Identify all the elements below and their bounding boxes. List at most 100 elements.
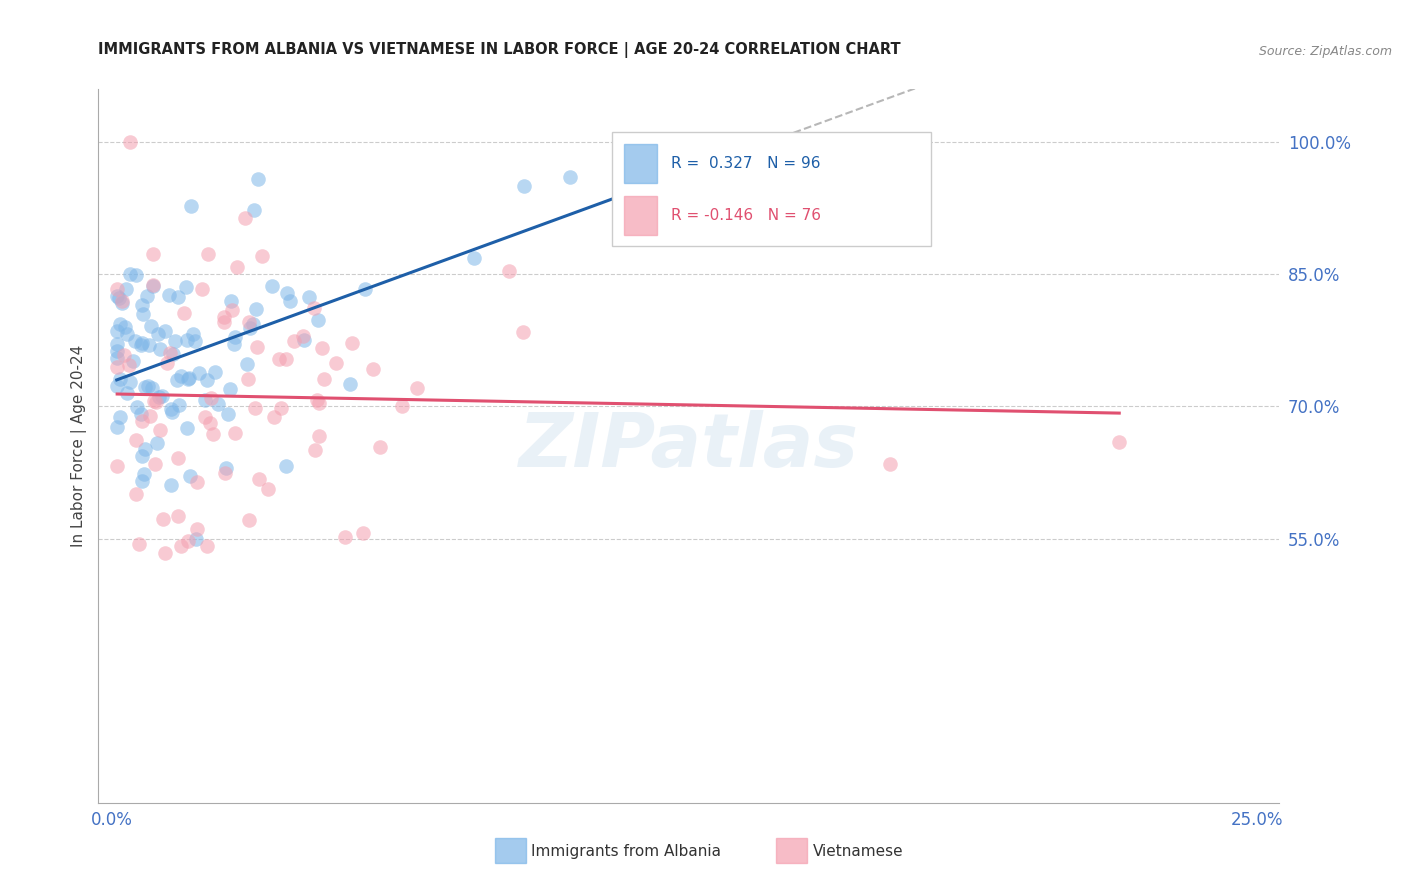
Point bbox=[174, 280, 197, 294]
Point bbox=[125, 268, 148, 282]
Point bbox=[243, 401, 266, 416]
Point bbox=[181, 326, 204, 341]
Point bbox=[115, 385, 138, 400]
Point bbox=[156, 356, 179, 370]
Point bbox=[200, 416, 222, 430]
Text: Immigrants from Albania: Immigrants from Albania bbox=[531, 845, 721, 859]
Point bbox=[136, 379, 159, 393]
Point bbox=[148, 423, 170, 437]
Point bbox=[197, 247, 219, 261]
Point bbox=[176, 334, 198, 348]
Point bbox=[120, 267, 142, 281]
Point bbox=[200, 392, 222, 406]
Point bbox=[108, 410, 131, 425]
Point bbox=[179, 468, 201, 483]
Point bbox=[558, 170, 581, 185]
Point bbox=[233, 211, 256, 226]
Point bbox=[132, 467, 155, 481]
Point bbox=[249, 472, 271, 486]
Point bbox=[139, 319, 162, 334]
Point bbox=[105, 337, 128, 351]
Point bbox=[308, 428, 330, 442]
Point bbox=[145, 394, 167, 409]
Point bbox=[219, 293, 242, 308]
Point bbox=[105, 379, 128, 393]
Point bbox=[111, 296, 134, 310]
Point bbox=[276, 286, 298, 301]
Point bbox=[238, 513, 260, 527]
Point bbox=[267, 351, 290, 366]
Y-axis label: In Labor Force | Age 20-24: In Labor Force | Age 20-24 bbox=[72, 345, 87, 547]
Point bbox=[131, 474, 153, 488]
Point bbox=[353, 282, 375, 296]
Point bbox=[170, 539, 193, 553]
Point bbox=[180, 199, 202, 213]
Point bbox=[160, 478, 183, 492]
Point bbox=[129, 407, 152, 421]
Point bbox=[159, 345, 181, 359]
Point bbox=[207, 397, 229, 411]
Text: ZIPatlas: ZIPatlas bbox=[519, 409, 859, 483]
Point bbox=[212, 310, 235, 325]
Point bbox=[307, 313, 329, 327]
Point bbox=[195, 539, 218, 553]
Point bbox=[236, 372, 259, 386]
Point bbox=[124, 334, 146, 348]
Point bbox=[120, 135, 142, 149]
Text: Source: ZipAtlas.com: Source: ZipAtlas.com bbox=[1258, 45, 1392, 58]
Point bbox=[186, 475, 208, 489]
Point bbox=[117, 327, 139, 342]
Point bbox=[138, 409, 160, 423]
Point bbox=[368, 441, 391, 455]
Point bbox=[238, 315, 260, 329]
Point bbox=[292, 329, 315, 343]
Point bbox=[165, 334, 187, 348]
Point bbox=[325, 356, 347, 370]
Point bbox=[169, 398, 191, 412]
Point bbox=[191, 282, 214, 296]
Point bbox=[463, 252, 485, 266]
Text: R =  0.327   N = 96: R = 0.327 N = 96 bbox=[671, 156, 821, 171]
Point bbox=[513, 179, 536, 194]
Point bbox=[283, 334, 305, 349]
Point bbox=[125, 434, 148, 448]
Point bbox=[245, 302, 267, 317]
Point bbox=[246, 340, 269, 354]
Point bbox=[152, 512, 174, 526]
Point bbox=[224, 330, 246, 344]
Point bbox=[138, 338, 160, 352]
Point bbox=[339, 377, 361, 392]
Point bbox=[201, 426, 224, 441]
Point bbox=[131, 335, 153, 350]
Point bbox=[215, 461, 238, 475]
Point bbox=[141, 381, 163, 395]
Point bbox=[162, 347, 184, 361]
Point bbox=[292, 333, 315, 347]
Point bbox=[242, 317, 264, 331]
Point bbox=[391, 399, 413, 413]
Point bbox=[105, 282, 128, 296]
Point bbox=[250, 249, 273, 263]
Point bbox=[166, 509, 188, 524]
Point bbox=[307, 393, 329, 408]
Point bbox=[263, 410, 285, 425]
Point bbox=[108, 291, 131, 305]
Point bbox=[187, 366, 209, 380]
Point bbox=[298, 290, 321, 304]
Point bbox=[105, 351, 128, 365]
Point bbox=[217, 407, 239, 421]
Point bbox=[114, 319, 136, 334]
Point bbox=[120, 375, 142, 389]
Point bbox=[177, 372, 200, 386]
Point bbox=[221, 303, 243, 318]
Point bbox=[177, 370, 200, 384]
Point bbox=[340, 335, 363, 350]
Point bbox=[141, 247, 163, 261]
Point bbox=[142, 278, 165, 293]
Point bbox=[157, 287, 180, 301]
Point bbox=[142, 279, 165, 293]
Point bbox=[166, 373, 188, 387]
Point bbox=[131, 414, 153, 428]
Point bbox=[134, 442, 156, 457]
Point bbox=[302, 301, 325, 315]
